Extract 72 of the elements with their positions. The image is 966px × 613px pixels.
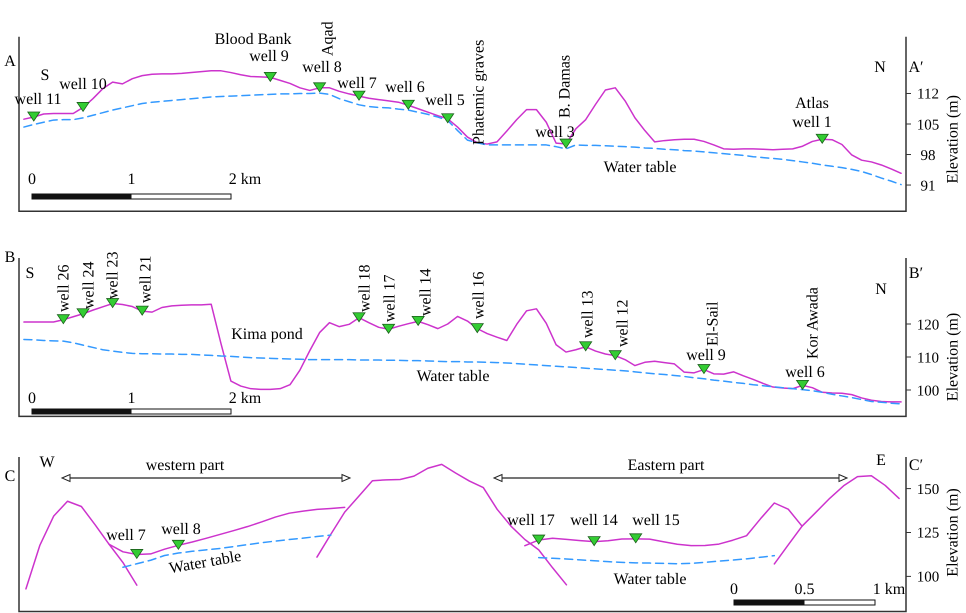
y-tick-label: 100 xyxy=(916,383,940,400)
text: A′ xyxy=(908,59,924,76)
annotation: well 14 xyxy=(570,512,618,529)
annotation: well 6 xyxy=(385,79,425,96)
annotation: well 5 xyxy=(425,92,465,109)
y-tick-label: 110 xyxy=(917,350,939,366)
annotation: well 8 xyxy=(161,521,201,538)
y-tick-label: 150 xyxy=(916,482,940,498)
annotation: Atlas xyxy=(795,95,829,112)
annotation: well 9 xyxy=(686,347,726,364)
annotation: 0 xyxy=(730,581,738,598)
annotation: well 8 xyxy=(302,59,342,76)
text: C xyxy=(4,468,16,485)
annotation: well 7 xyxy=(106,527,146,544)
annotation: El-Sail xyxy=(704,301,722,346)
annotation: 1 km xyxy=(872,581,906,598)
annotation: well 16 xyxy=(470,271,488,319)
annotation: western part xyxy=(146,457,225,474)
annotation: 1 xyxy=(128,171,136,188)
annotation: well 17 xyxy=(507,512,555,529)
text: B′ xyxy=(908,265,924,282)
annotation: Aqad xyxy=(320,21,337,56)
y-tick-label: 105 xyxy=(916,117,940,134)
annotation: 0 xyxy=(28,390,36,407)
y-tick-label: 100 xyxy=(916,570,940,586)
annotation: 0 xyxy=(28,171,36,188)
annotation: N xyxy=(875,281,888,298)
annotation: Water table xyxy=(614,571,686,588)
annotation: W xyxy=(39,454,56,471)
y-axis-title: Elevation (m) xyxy=(944,312,962,402)
annotation: Kor Awada xyxy=(804,287,822,359)
annotation: B. Damas xyxy=(556,54,574,118)
y-tick-label: 125 xyxy=(916,526,940,542)
annotation: 2 km xyxy=(228,390,262,407)
annotation: 2 km xyxy=(228,171,262,188)
annotation: S xyxy=(40,67,50,84)
y-tick-label: 98 xyxy=(920,148,936,164)
annotation: Water table xyxy=(416,368,490,385)
annotation: well 14 xyxy=(418,268,435,316)
annotation: well 6 xyxy=(785,364,825,381)
annotation: well 15 xyxy=(632,512,680,529)
y-tick-label: 120 xyxy=(916,317,940,334)
annotation: N xyxy=(874,59,886,76)
annotation: well 9 xyxy=(249,48,289,65)
annotation: well 12 xyxy=(614,299,632,347)
y-tick-label: 112 xyxy=(917,86,939,103)
annotation: Kima pond xyxy=(231,326,303,343)
annotation: well 26 xyxy=(56,264,73,312)
annotation: well 17 xyxy=(382,274,399,322)
annotation: S xyxy=(26,265,34,282)
text: B xyxy=(4,249,16,266)
annotation: Water table xyxy=(168,548,243,578)
annotation: well 24 xyxy=(80,261,98,309)
text: C′ xyxy=(908,457,924,474)
annotation: Eastern part xyxy=(628,457,705,474)
annotation: well 18 xyxy=(356,264,374,312)
annotation: well 10 xyxy=(59,76,107,93)
y-tick-label: 91 xyxy=(920,178,936,194)
text: A xyxy=(4,53,16,70)
annotation: Phatemic graves xyxy=(470,40,488,145)
annotation: Water table xyxy=(604,159,676,176)
y-axis-title: Elevation (m) xyxy=(944,488,962,577)
annotation: well 23 xyxy=(104,251,122,299)
annotation: E xyxy=(876,452,886,469)
annotation: well 13 xyxy=(580,290,597,338)
annotation: 1 xyxy=(128,390,136,407)
annotation: well 21 xyxy=(138,255,155,303)
annotation: Blood Bank xyxy=(214,31,292,48)
annotation: well 7 xyxy=(337,75,377,92)
annotation: 0.5 xyxy=(794,581,814,598)
y-axis-title: Elevation (m) xyxy=(944,95,962,184)
annotation: well 1 xyxy=(792,114,832,131)
